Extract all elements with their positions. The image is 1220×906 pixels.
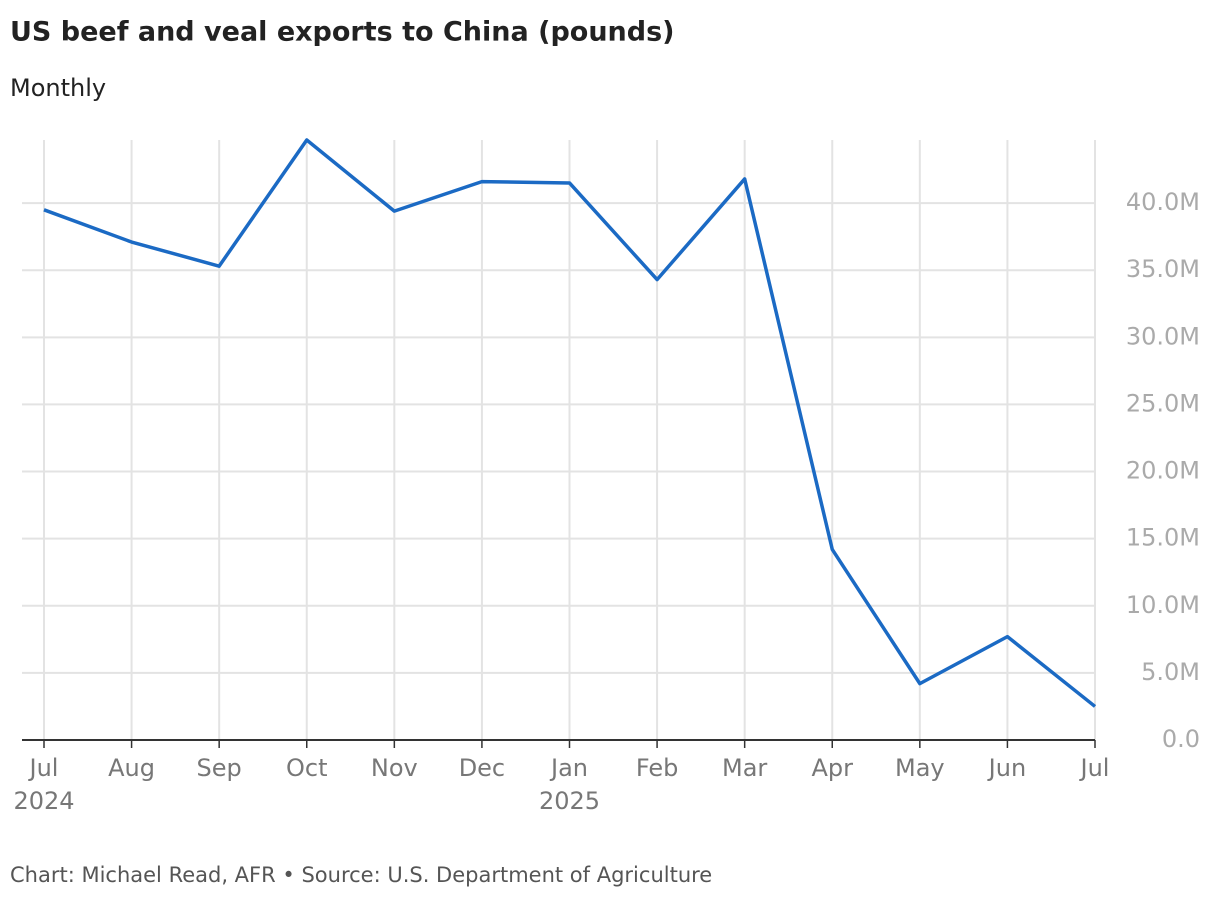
plot: [43, 138, 1097, 708]
x-tick-label: Sep: [197, 754, 242, 782]
x-tick-label: Dec: [459, 754, 505, 782]
y-tick-label: 0.0: [1162, 725, 1200, 753]
x-tick-label: Jul: [1079, 754, 1110, 782]
x-tick-sublabel: 2025: [539, 787, 600, 815]
chart-subtitle: Monthly: [10, 74, 106, 102]
x-tick-label: Mar: [722, 754, 767, 782]
y-tick-label: 10.0M: [1126, 591, 1200, 619]
x-tick-label: Feb: [636, 754, 679, 782]
y-tick-label: 30.0M: [1126, 322, 1200, 350]
chart-title: US beef and veal exports to China (pound…: [10, 17, 675, 48]
y-tick-label: 15.0M: [1126, 524, 1200, 552]
x-tick-label: Jul: [28, 754, 59, 782]
x-tick-label: Apr: [811, 754, 853, 782]
y-tick-label: 20.0M: [1126, 457, 1200, 485]
data-line: [43, 138, 1097, 708]
source-note: Chart: Michael Read, AFR • Source: U.S. …: [10, 863, 712, 887]
grid: Jul 2024 Aug Sep Oct Nov Dec Jan 2025 Feb Mar Apr Ma…: [13, 140, 1200, 815]
x-tick-label: Jan: [549, 754, 588, 782]
x-tick-label: Oct: [286, 754, 328, 782]
x-tick-label: Aug: [108, 754, 155, 782]
x-tick-label: Jun: [987, 754, 1027, 782]
x-tick-label: May: [895, 754, 945, 782]
y-tick-label: 5.0M: [1141, 658, 1200, 686]
y-tick-label: 40.0M: [1126, 188, 1200, 216]
x-tick-sublabel: 2024: [13, 787, 74, 815]
y-tick-label: 25.0M: [1126, 389, 1200, 417]
y-tick-label: 35.0M: [1126, 255, 1200, 283]
x-tick-label: Nov: [371, 754, 418, 782]
